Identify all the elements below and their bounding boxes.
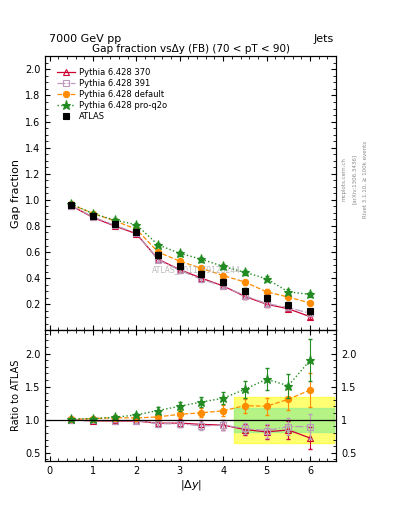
ATLAS [156, 252, 160, 259]
Pythia 6.428 370 [156, 256, 160, 262]
ATLAS [242, 287, 247, 293]
Line: Pythia 6.428 default: Pythia 6.428 default [68, 201, 313, 306]
Text: 7000 GeV pp: 7000 GeV pp [49, 33, 121, 44]
Pythia 6.428 391 [199, 276, 204, 283]
Pythia 6.428 pro-q2o [177, 250, 182, 257]
Pythia 6.428 370 [308, 313, 312, 319]
Title: Gap fraction vsΔy (FB) (70 < pT < 90): Gap fraction vsΔy (FB) (70 < pT < 90) [92, 44, 290, 54]
Pythia 6.428 391 [177, 267, 182, 273]
Pythia 6.428 pro-q2o [134, 222, 139, 228]
Pythia 6.428 391 [69, 203, 73, 209]
ATLAS [286, 302, 291, 308]
Pythia 6.428 default [242, 279, 247, 285]
Text: Rivet 3.1.10, ≥ 100k events: Rivet 3.1.10, ≥ 100k events [362, 141, 367, 218]
Text: Jets: Jets [314, 33, 334, 44]
Pythia 6.428 default [308, 300, 312, 306]
ATLAS [264, 295, 269, 302]
Pythia 6.428 370 [90, 215, 95, 221]
Y-axis label: Ratio to ATLAS: Ratio to ATLAS [11, 360, 21, 431]
Pythia 6.428 default [69, 201, 73, 207]
Line: Pythia 6.428 370: Pythia 6.428 370 [68, 203, 313, 320]
Pythia 6.428 370 [242, 293, 247, 300]
Y-axis label: Gap fraction: Gap fraction [11, 159, 21, 228]
Pythia 6.428 pro-q2o [199, 256, 204, 262]
Pythia 6.428 pro-q2o [221, 263, 226, 269]
Text: mcplots.cern.ch: mcplots.cern.ch [341, 157, 346, 201]
Pythia 6.428 370 [112, 223, 117, 229]
Pythia 6.428 default [264, 289, 269, 295]
Pythia 6.428 391 [264, 301, 269, 307]
Pythia 6.428 pro-q2o [156, 242, 160, 248]
Line: Pythia 6.428 pro-q2o: Pythia 6.428 pro-q2o [67, 200, 314, 299]
Pythia 6.428 default [177, 258, 182, 264]
Pythia 6.428 default [156, 249, 160, 255]
ATLAS [90, 212, 95, 219]
Line: Pythia 6.428 391: Pythia 6.428 391 [68, 203, 313, 316]
Line: ATLAS: ATLAS [68, 202, 313, 314]
Pythia 6.428 default [199, 265, 204, 271]
Pythia 6.428 370 [264, 301, 269, 307]
Pythia 6.428 391 [221, 283, 226, 289]
Pythia 6.428 pro-q2o [69, 201, 73, 207]
Pythia 6.428 pro-q2o [308, 291, 312, 297]
Pythia 6.428 370 [221, 283, 226, 289]
ATLAS [308, 308, 312, 314]
Pythia 6.428 391 [308, 310, 312, 316]
Pythia 6.428 pro-q2o [264, 275, 269, 282]
ATLAS [221, 279, 226, 285]
Pythia 6.428 370 [286, 306, 291, 312]
ATLAS [112, 221, 117, 227]
ATLAS [177, 263, 182, 269]
Pythia 6.428 391 [134, 230, 139, 236]
ATLAS [199, 271, 204, 278]
Pythia 6.428 370 [199, 275, 204, 281]
Pythia 6.428 391 [242, 293, 247, 299]
Pythia 6.428 default [286, 294, 291, 300]
Pythia 6.428 370 [134, 231, 139, 237]
Pythia 6.428 default [112, 218, 117, 224]
Text: ATLAS_2011_S9126244: ATLAS_2011_S9126244 [152, 266, 241, 274]
Pythia 6.428 default [90, 210, 95, 217]
Pythia 6.428 default [134, 226, 139, 232]
X-axis label: $|\Delta y|$: $|\Delta y|$ [180, 478, 202, 493]
Pythia 6.428 pro-q2o [242, 269, 247, 275]
ATLAS [69, 202, 73, 208]
ATLAS [134, 229, 139, 235]
Pythia 6.428 391 [90, 214, 95, 220]
Legend: Pythia 6.428 370, Pythia 6.428 391, Pythia 6.428 default, Pythia 6.428 pro-q2o, : Pythia 6.428 370, Pythia 6.428 391, Pyth… [55, 66, 168, 123]
Pythia 6.428 pro-q2o [90, 210, 95, 217]
Pythia 6.428 default [221, 272, 226, 279]
Pythia 6.428 pro-q2o [112, 217, 117, 223]
Pythia 6.428 370 [177, 267, 182, 273]
Pythia 6.428 391 [112, 222, 117, 228]
Text: [arXiv:1306.3436]: [arXiv:1306.3436] [352, 154, 357, 204]
Pythia 6.428 391 [286, 305, 291, 311]
Pythia 6.428 pro-q2o [286, 289, 291, 295]
Pythia 6.428 370 [69, 203, 73, 209]
Pythia 6.428 391 [156, 257, 160, 263]
